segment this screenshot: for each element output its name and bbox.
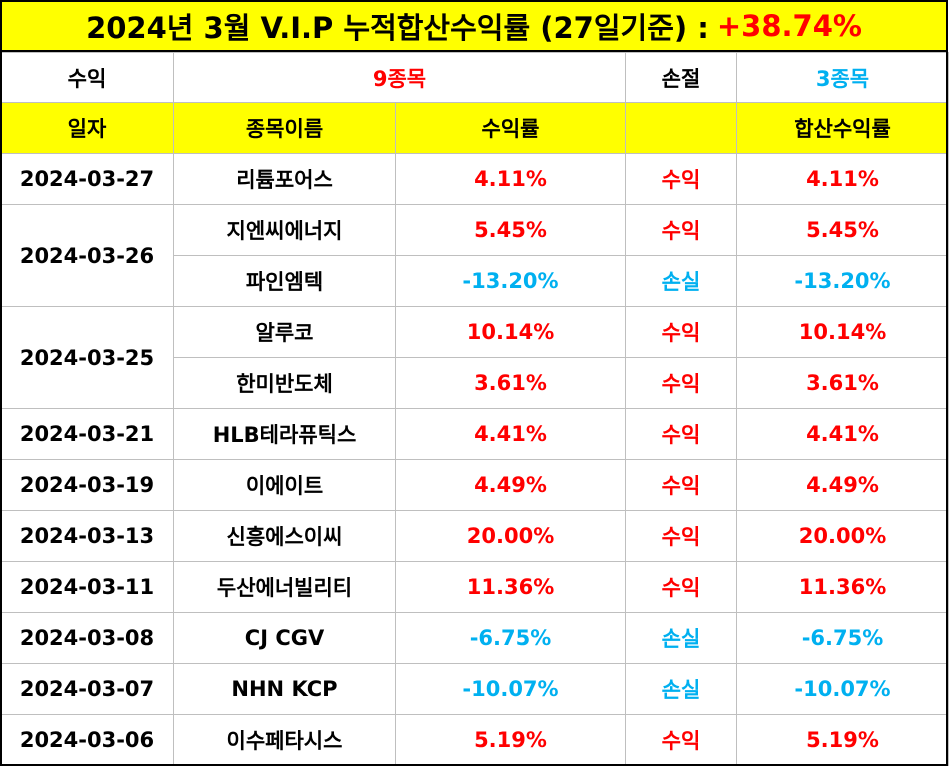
table-row: 2024-03-11 두산에너빌리티 11.36% 수익 11.36% — [0, 561, 949, 613]
row-stock-name: 두산에너빌리티 — [173, 561, 396, 613]
row-date: 2024-03-11 — [0, 561, 174, 613]
row-rate: 4.41% — [395, 408, 626, 460]
header-date: 일자 — [0, 102, 174, 154]
row-rate: 3.61% — [395, 357, 626, 409]
row-total: 4.11% — [736, 153, 949, 205]
header-status — [625, 102, 737, 154]
title-text: 2024년 3월 V.I.P 누적합산수익률 (27일기준) : — [86, 11, 709, 45]
row-status: 수익 — [625, 714, 737, 766]
returns-table: 수익 9종목 손절 3종목 일자 종목이름 수익률 합산수익률 2024-03-… — [0, 52, 949, 766]
table-row: 2024-03-25 알루코 10.14% 수익 10.14% — [0, 306, 949, 409]
header-total: 합산수익률 — [736, 102, 949, 154]
row-date: 2024-03-25 — [0, 306, 174, 409]
table-row: 2024-03-26 지엔씨에너지 5.45% 수익 5.45% — [0, 204, 949, 307]
row-stock-name: 이수페타시스 — [173, 714, 396, 766]
row-stock-name: 이에이트 — [173, 459, 396, 511]
row-stock-name: 파인엠텍 — [173, 255, 396, 307]
row-date: 2024-03-19 — [0, 459, 174, 511]
row-rate: 11.36% — [395, 561, 626, 613]
row-date: 2024-03-13 — [0, 510, 174, 562]
row-stock-name: NHN KCP — [173, 663, 396, 715]
row-stock-name: 한미반도체 — [173, 357, 396, 409]
row-date: 2024-03-26 — [0, 204, 174, 307]
row-status: 손실 — [625, 663, 737, 715]
row-date: 2024-03-06 — [0, 714, 174, 766]
row-total: -10.07% — [736, 663, 949, 715]
table-row: 2024-03-19 이에이트 4.49% 수익 4.49% — [0, 459, 949, 511]
row-status: 수익 — [625, 510, 737, 562]
loss-label: 손절 — [625, 52, 737, 103]
row-total: 20.00% — [736, 510, 949, 562]
table-row: 2024-03-13 신흥에스이씨 20.00% 수익 20.00% — [0, 510, 949, 562]
row-stock-name: 알루코 — [173, 306, 396, 358]
row-date: 2024-03-21 — [0, 408, 174, 460]
row-total: 10.14% — [736, 306, 949, 358]
row-total: 5.45% — [736, 204, 949, 256]
row-stock-name: 지엔씨에너지 — [173, 204, 396, 256]
table-body: 수익 9종목 손절 3종목 일자 종목이름 수익률 합산수익률 2024-03-… — [0, 52, 949, 766]
header-row: 일자 종목이름 수익률 합산수익률 — [0, 102, 949, 154]
row-status: 손실 — [625, 255, 737, 307]
row-total: 11.36% — [736, 561, 949, 613]
profit-label: 수익 — [0, 52, 174, 103]
row-status: 수익 — [625, 204, 737, 256]
row-rate: -6.75% — [395, 612, 626, 664]
profit-count: 9종목 — [173, 52, 626, 103]
row-rate: 5.19% — [395, 714, 626, 766]
row-total: -13.20% — [736, 255, 949, 307]
row-rate: 5.45% — [395, 204, 626, 256]
header-rate: 수익률 — [395, 102, 626, 154]
row-status: 수익 — [625, 153, 737, 205]
row-stock-name: 신흥에스이씨 — [173, 510, 396, 562]
row-total: 4.41% — [736, 408, 949, 460]
total-return: +38.74% — [716, 9, 862, 43]
table-row: 2024-03-08 CJ CGV -6.75% 손실 -6.75% — [0, 612, 949, 664]
row-status: 손실 — [625, 612, 737, 664]
table-row: 2024-03-06 이수페타시스 5.19% 수익 5.19% — [0, 714, 949, 766]
table-row: 2024-03-21 HLB테라퓨틱스 4.41% 수익 4.41% — [0, 408, 949, 460]
row-stock-name: 리튬포어스 — [173, 153, 396, 205]
summary-row: 수익 9종목 손절 3종목 — [0, 52, 949, 103]
row-stock-name: CJ CGV — [173, 612, 396, 664]
row-rate: 4.49% — [395, 459, 626, 511]
loss-count: 3종목 — [736, 52, 949, 103]
title-banner: 2024년 3월 V.I.P 누적합산수익률 (27일기준) : +38.74% — [0, 0, 948, 52]
row-date: 2024-03-08 — [0, 612, 174, 664]
row-total: 3.61% — [736, 357, 949, 409]
profit-count-text: 9종목 — [372, 66, 427, 91]
table-row: 2024-03-27 리튬포어스 4.11% 수익 4.11% — [0, 153, 949, 205]
row-rate: 4.11% — [395, 153, 626, 205]
row-date: 2024-03-07 — [0, 663, 174, 715]
header-name: 종목이름 — [173, 102, 396, 154]
table-row: 한미반도체 3.61% 수익 3.61% — [1, 357, 949, 409]
row-status: 수익 — [625, 459, 737, 511]
row-status: 수익 — [625, 357, 737, 409]
row-stock-name: HLB테라퓨틱스 — [173, 408, 396, 460]
row-rate: -10.07% — [395, 663, 626, 715]
row-status: 수익 — [625, 306, 737, 358]
row-total: -6.75% — [736, 612, 949, 664]
row-rate: 20.00% — [395, 510, 626, 562]
table-row: 2024-03-07 NHN KCP -10.07% 손실 -10.07% — [0, 663, 949, 715]
row-status: 수익 — [625, 561, 737, 613]
row-total: 4.49% — [736, 459, 949, 511]
row-date: 2024-03-27 — [0, 153, 174, 205]
row-total: 5.19% — [736, 714, 949, 766]
row-rate: -13.20% — [395, 255, 626, 307]
row-rate: 10.14% — [395, 306, 626, 358]
row-status: 수익 — [625, 408, 737, 460]
